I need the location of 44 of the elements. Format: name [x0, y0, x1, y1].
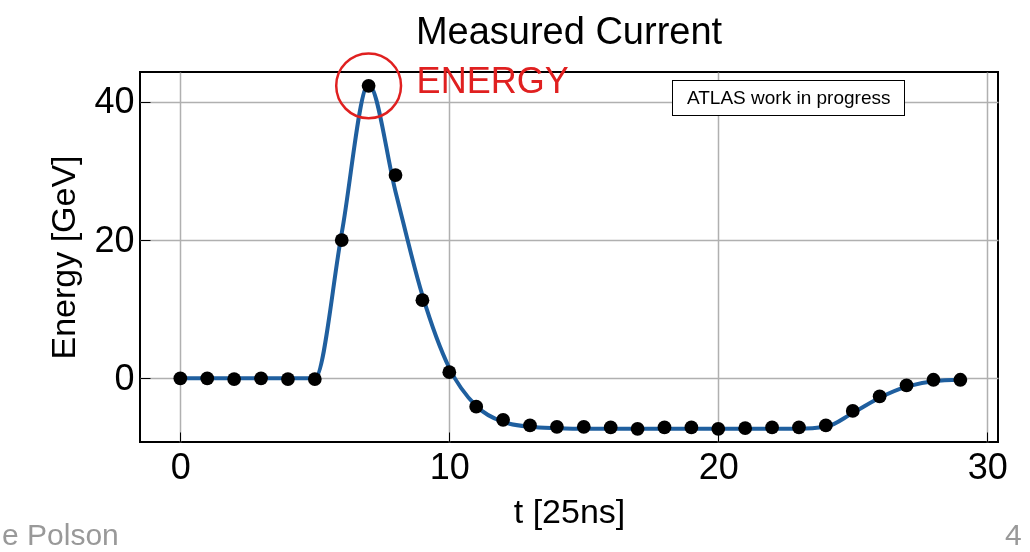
point	[200, 371, 215, 386]
x-axis-title: t [25ns]	[513, 491, 626, 530]
point	[818, 418, 833, 433]
point	[657, 420, 672, 435]
point	[630, 421, 645, 436]
y-tick-label: 0	[114, 356, 135, 398]
x-tick-label: 10	[429, 445, 470, 487]
point	[173, 371, 188, 386]
point	[899, 378, 914, 393]
point	[523, 418, 537, 433]
point	[361, 78, 376, 93]
point	[415, 293, 430, 308]
text: 4	[1005, 518, 1022, 552]
y-axis-title: Energy [GeV]	[44, 155, 83, 360]
chart-title: Measured Current	[414, 9, 724, 54]
point	[738, 421, 753, 436]
annotation: ATLAS work in progress	[672, 80, 906, 116]
point	[953, 372, 968, 387]
point	[576, 419, 591, 434]
text: e Polson	[2, 518, 119, 552]
point	[872, 389, 887, 404]
x-tick-label: 30	[967, 445, 1008, 487]
point	[765, 420, 779, 435]
point	[388, 168, 403, 182]
point	[684, 420, 699, 435]
x-tick-label: 20	[698, 445, 739, 487]
point	[496, 412, 510, 427]
point	[792, 420, 806, 435]
x-tick-label: 0	[170, 445, 191, 487]
point	[281, 372, 295, 386]
point	[550, 419, 564, 434]
point	[926, 372, 941, 387]
point	[334, 233, 349, 247]
point	[227, 372, 242, 386]
annotation: ENERGY	[416, 59, 569, 101]
point	[442, 365, 457, 380]
point	[254, 371, 268, 386]
point	[845, 404, 860, 418]
point	[603, 420, 618, 435]
point	[711, 421, 726, 436]
y-tick-label: 20	[94, 218, 135, 260]
y-tick-label: 40	[94, 80, 135, 122]
point	[469, 399, 484, 414]
point	[307, 372, 322, 386]
